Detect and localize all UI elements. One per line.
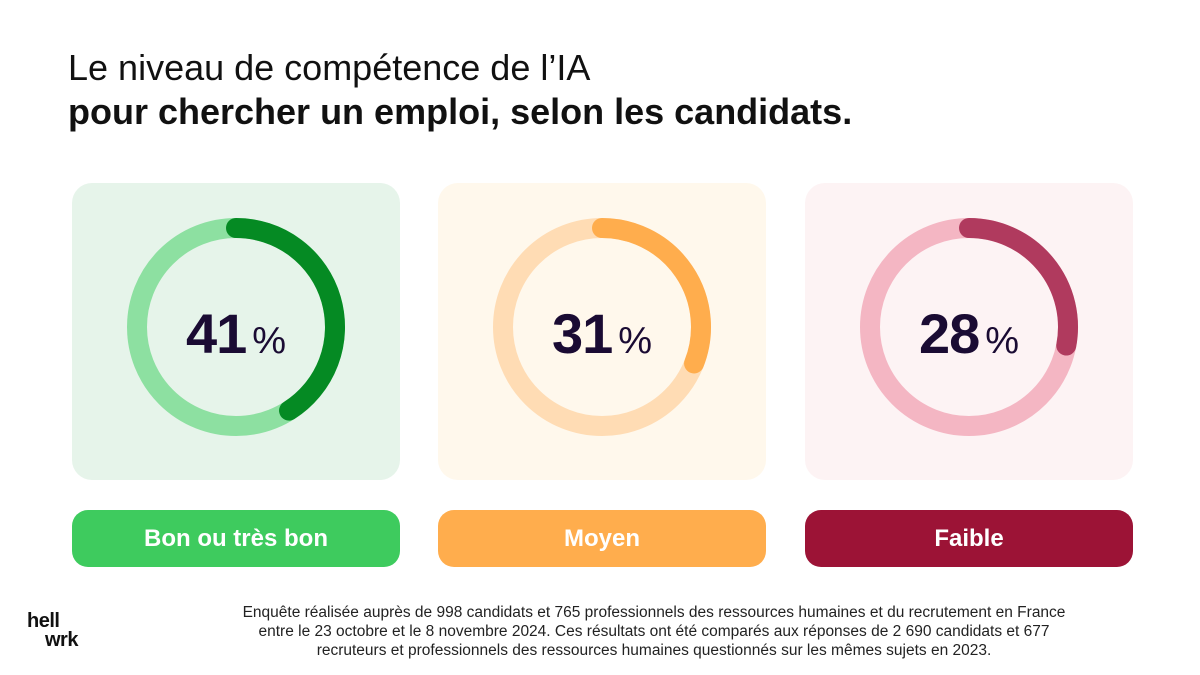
logo-line-1: hell <box>27 610 60 632</box>
value-number-medium: 31 <box>551 302 613 365</box>
value-number-good: 41 <box>185 302 247 365</box>
value-label-good: 41% <box>72 301 400 366</box>
card-medium: 31% <box>438 183 766 480</box>
donut-medium <box>493 218 711 436</box>
donut-low <box>860 218 1078 436</box>
value-unit-good: % <box>252 320 287 362</box>
card-low: 28% <box>805 183 1133 480</box>
logo-line-2: wrk <box>45 629 78 651</box>
footnote-line-1: Enquête réalisée auprès de 998 candidats… <box>242 604 1066 621</box>
footnote-line-3: recruteurs et professionnels des ressour… <box>316 642 992 659</box>
title-line-2: pour chercher un emploi, selon les candi… <box>68 91 853 132</box>
category-label-low: Faible <box>805 510 1133 567</box>
survey-footnote: Enquête réalisée auprès de 998 candidats… <box>140 603 1168 660</box>
value-unit-medium: % <box>618 320 653 362</box>
donut-arc-medium <box>592 218 711 374</box>
card-good: 41% <box>72 183 400 480</box>
value-number-low: 28 <box>918 302 980 365</box>
footnote-line-2: entre le 23 octobre et le 8 novembre 202… <box>258 623 1050 640</box>
category-label-medium: Moyen <box>438 510 766 567</box>
donut-good <box>127 218 345 436</box>
value-label-low: 28% <box>805 301 1133 366</box>
chart-title: Le niveau de compétence de l’IA pour che… <box>68 46 852 134</box>
donut-arc-low <box>959 218 1078 356</box>
donut-arc-good <box>226 218 345 421</box>
value-unit-low: % <box>985 320 1020 362</box>
category-label-good: Bon ou très bon <box>72 510 400 567</box>
value-label-medium: 31% <box>438 301 766 366</box>
title-line-1: Le niveau de compétence de l’IA <box>68 47 591 88</box>
hellowork-logo: hell wrk <box>27 610 78 651</box>
